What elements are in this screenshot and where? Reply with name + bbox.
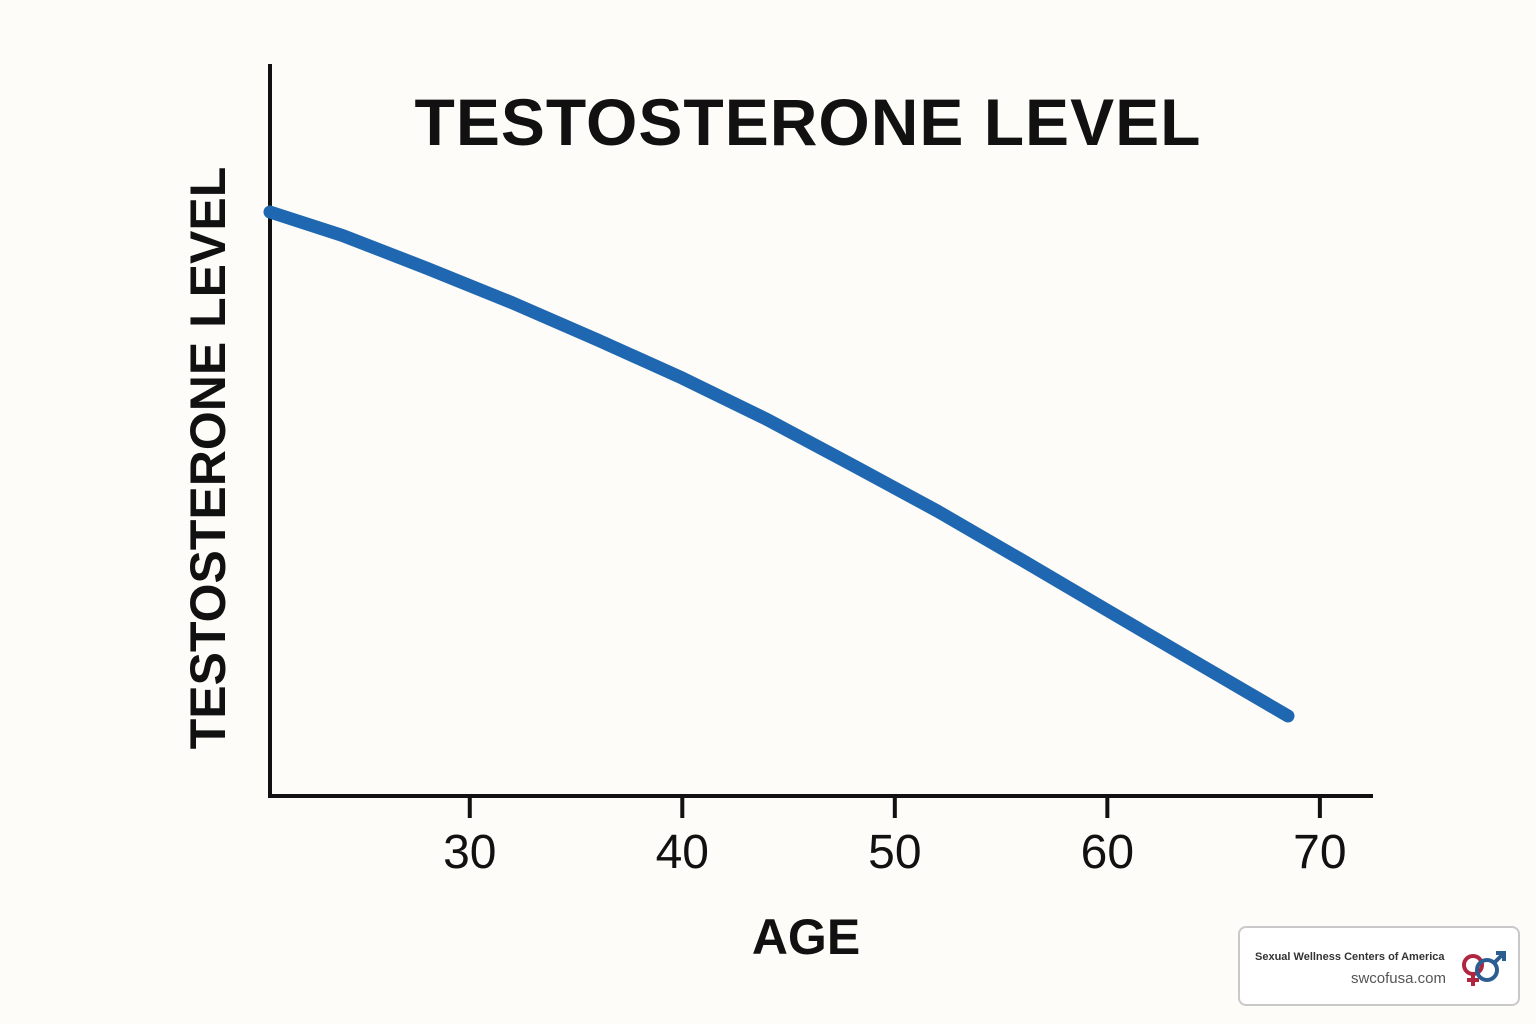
x-tick-label: 50 — [868, 826, 921, 879]
series-line — [263, 205, 1295, 723]
x-tick-label: 60 — [1081, 826, 1134, 879]
x-tick-label: 70 — [1293, 826, 1346, 879]
watermark-badge: Sexual Wellness Centers of America swcof… — [1238, 926, 1520, 1006]
watermark-site: swcofusa.com — [1350, 970, 1446, 987]
chart-title: TESTOSTERONE LEVEL — [415, 85, 1202, 159]
y-axis-label: TESTOSTERONE LEVEL — [180, 167, 236, 750]
x-ticks: 30 40 50 60 70 — [443, 796, 1347, 879]
x-tick-label: 30 — [443, 826, 496, 879]
x-tick-label: 40 — [656, 826, 709, 879]
gender-symbols-icon — [1462, 951, 1506, 986]
x-axis-label: AGE — [752, 909, 860, 965]
series-group — [263, 205, 1295, 723]
watermark-org: Sexual Wellness Centers of America — [1255, 951, 1445, 963]
